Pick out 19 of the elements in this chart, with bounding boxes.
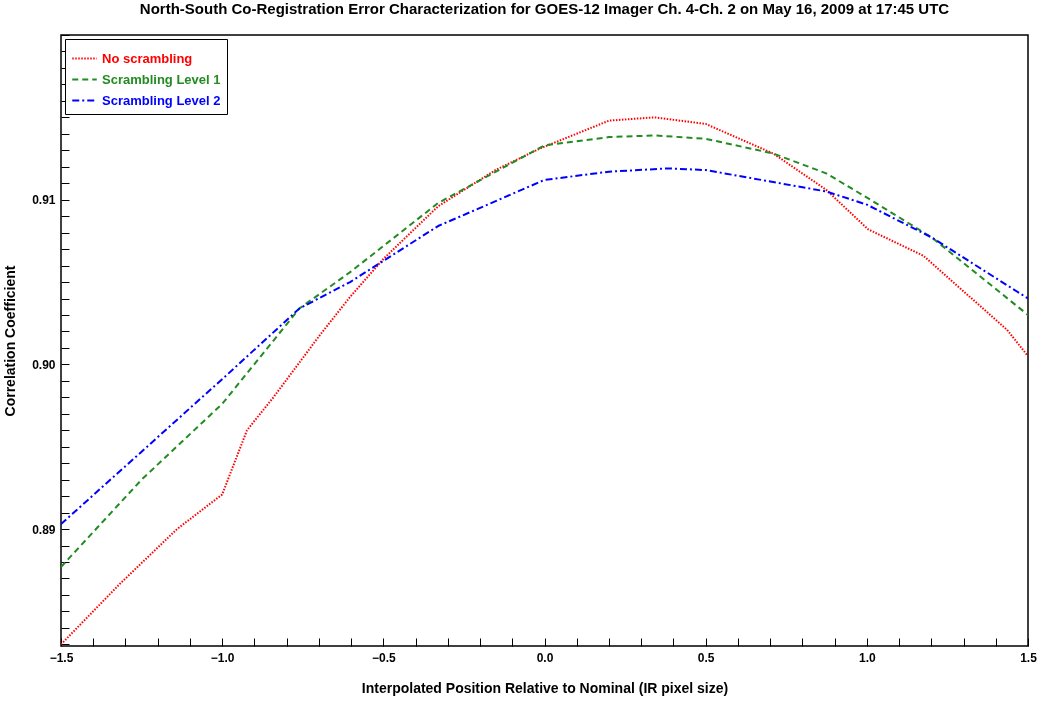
line-series xyxy=(61,134,1028,568)
line-series xyxy=(61,167,1028,526)
line-series xyxy=(61,116,1028,646)
legend-label: No scrambling xyxy=(102,50,193,66)
x-tick-label: 0.0 xyxy=(536,650,554,665)
x-tick-label: −1.5 xyxy=(49,650,74,665)
y-tick-label: 0.91 xyxy=(32,193,56,208)
x-tick-label: −1.0 xyxy=(210,650,235,665)
x-tick-label: 0.5 xyxy=(697,650,715,665)
chart-title: North-South Co-Registration Error Characterization for GOES-12 Imager Ch. 4-Ch. 2 on May 16, 2009 at 17:45 UTC xyxy=(139,0,950,17)
legend-label: Scrambling Level 2 xyxy=(102,92,221,108)
x-axis-title: Interpolated Position Relative to Nominal (IR pixel size) xyxy=(361,679,729,696)
y-axis-title: Correlation Coefficient xyxy=(2,265,19,417)
y-tick-label: 0.90 xyxy=(32,357,56,372)
y-tick-label: 0.89 xyxy=(32,522,56,537)
legend-label: Scrambling Level 1 xyxy=(102,71,221,87)
x-tick-label: 1.5 xyxy=(1020,650,1038,665)
x-tick-label: 1.0 xyxy=(858,650,876,665)
x-tick-label: −0.5 xyxy=(371,650,396,665)
